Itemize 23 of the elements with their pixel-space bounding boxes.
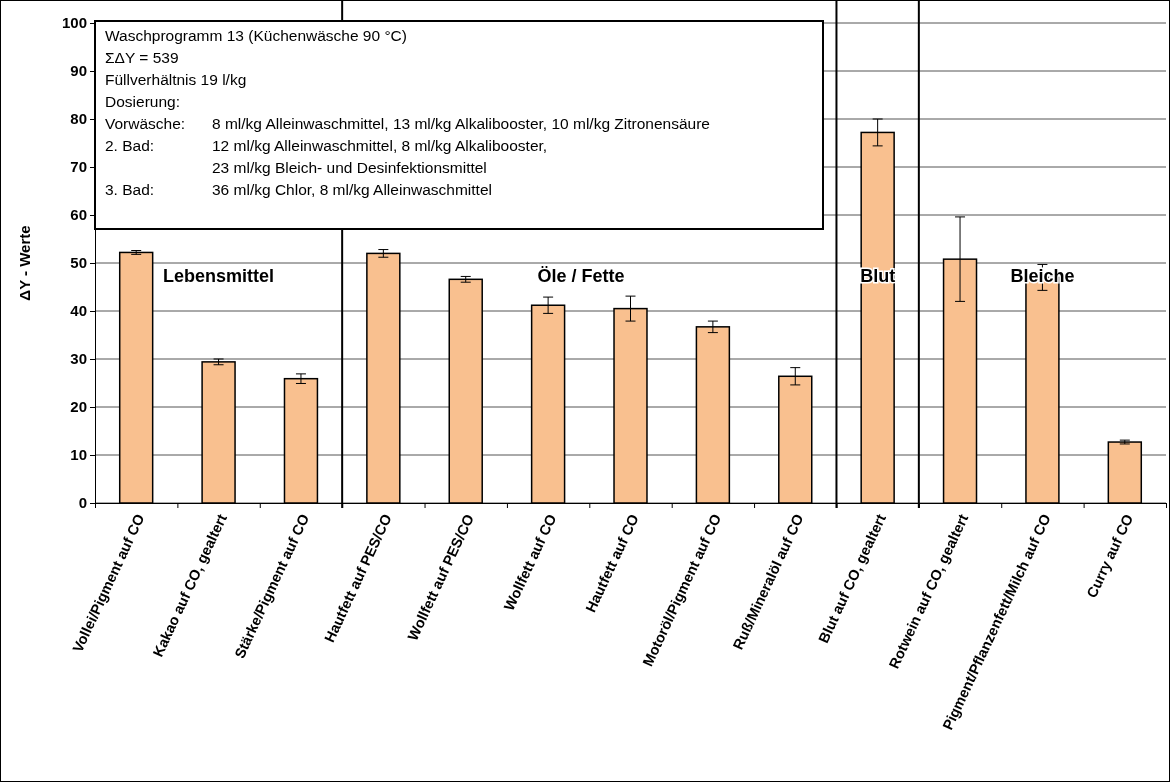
annotation: Öle / Fette (537, 266, 625, 287)
text: 3. Bad: 36 ml/kg Chlor, 8 ml/kg Alleinwaschmittel (105, 181, 492, 198)
y-tick-label: 80 (70, 110, 87, 128)
y-tick-label: 70 (70, 158, 87, 176)
y-tick-label: 50 (70, 254, 87, 272)
y-tick-label: 10 (70, 446, 87, 464)
y-axis-title: ΔY - Werte (16, 225, 33, 301)
annotation: 23 ml/kg Bleich- und Desinfektionsmittel (212, 159, 487, 176)
x-tick-label: Curry auf CO (1083, 511, 1137, 601)
annotation: Dosierung: (105, 93, 180, 110)
y-tick-label: 60 (70, 206, 87, 224)
annotation: Lebensmittel (163, 266, 275, 287)
y-tick-label: 90 (70, 62, 87, 80)
y-tick-label: 30 (70, 350, 87, 368)
y-tick-label: 100 (61, 14, 87, 32)
y-tick-label: 0 (78, 494, 87, 512)
annotation: Waschprogramm 13 (Küchenwäsche 90 °C) (105, 27, 407, 44)
y-tick-label: 20 (70, 398, 87, 416)
text: Vorwäsche: 8 ml/kg Alleinwaschmittel, 13 ml/kg Alkalibooster, 10 ml/kg Zitronensäure (105, 115, 710, 132)
annotation: ΣΔY = 539 (105, 49, 179, 66)
y-tick-label: 40 (70, 302, 87, 320)
annotation: Füllverhältnis 19 l/kg (105, 71, 247, 88)
text: 2. Bad: 12 ml/kg Alleinwaschmittel, 8 ml/kg Alkalibooster, (105, 137, 548, 154)
